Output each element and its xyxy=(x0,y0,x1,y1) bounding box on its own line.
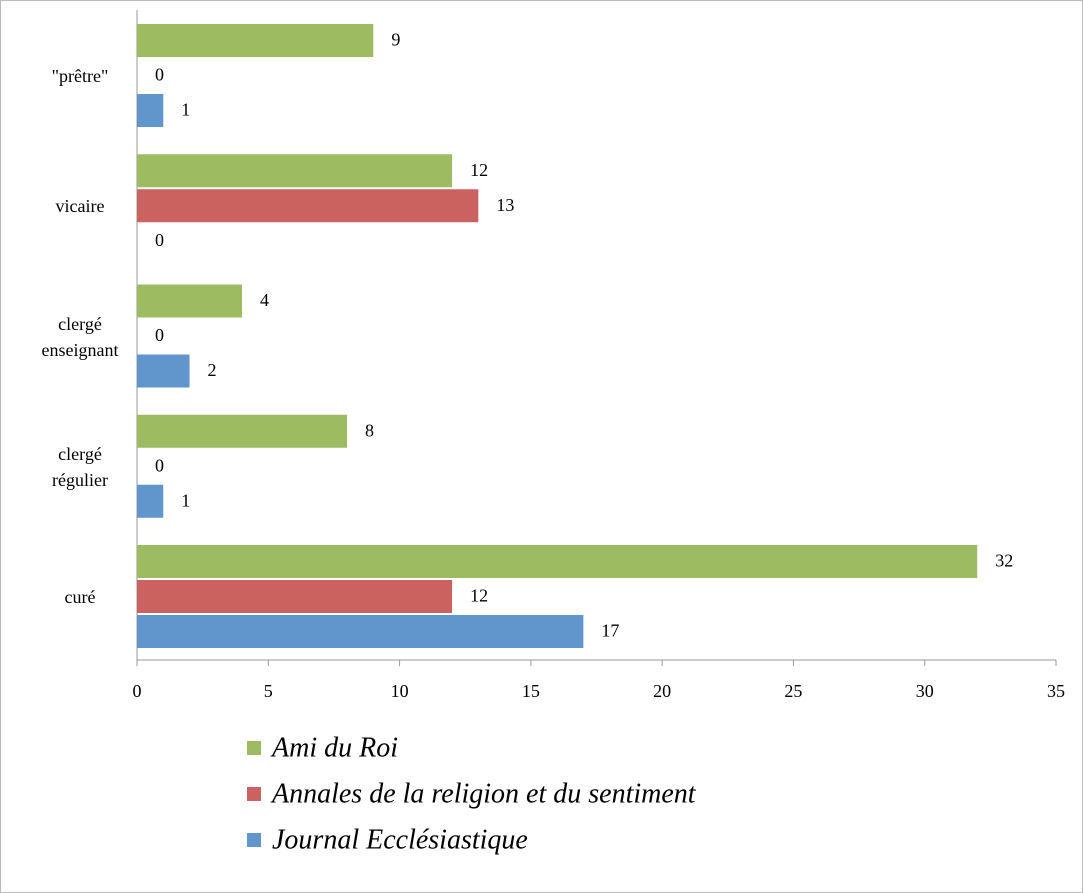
y-tick-label: "prêtre" xyxy=(51,66,109,86)
data-label: 12 xyxy=(470,160,488,180)
y-tick-label: vicaire xyxy=(55,196,105,217)
bar xyxy=(137,154,453,188)
data-label: 1 xyxy=(181,100,190,120)
data-label: 17 xyxy=(601,621,619,641)
data-label: 4 xyxy=(260,290,269,310)
x-tick-label: 5 xyxy=(264,681,273,701)
legend-label: Annales de la religion et du sentiment xyxy=(270,778,697,809)
legend-label: Journal Ecclésiastique xyxy=(272,824,528,855)
y-tick-label: curé xyxy=(64,587,96,607)
x-tick-label: 35 xyxy=(1047,681,1065,701)
bar xyxy=(137,414,348,448)
data-label: 1 xyxy=(181,490,190,510)
legend-swatch xyxy=(247,741,261,755)
data-label: 9 xyxy=(391,30,400,50)
data-label: 0 xyxy=(155,230,164,250)
bar xyxy=(137,94,164,127)
y-tick-label: clergé régulier xyxy=(52,443,108,490)
data-label: 2 xyxy=(208,360,217,380)
x-tick-label: 15 xyxy=(522,681,540,701)
bar xyxy=(137,580,453,613)
data-label: 32 xyxy=(995,551,1013,571)
bar xyxy=(137,24,374,57)
data-label: 12 xyxy=(470,586,488,606)
bar xyxy=(137,354,190,388)
bar xyxy=(137,284,243,318)
x-tick-label: 10 xyxy=(391,681,409,701)
x-tick-label: 20 xyxy=(653,681,671,701)
y-tick-label: clergé enseignant xyxy=(41,313,119,360)
data-label: 13 xyxy=(496,195,514,215)
data-label: 8 xyxy=(365,420,374,440)
bar xyxy=(137,484,164,518)
bar xyxy=(137,545,978,578)
x-tick-label: 0 xyxy=(133,681,142,701)
bar xyxy=(137,615,584,648)
x-tick-label: 30 xyxy=(916,681,934,701)
data-label: 0 xyxy=(155,455,164,475)
data-label: 0 xyxy=(155,65,164,85)
legend-swatch xyxy=(247,787,261,801)
x-tick-label: 25 xyxy=(784,681,802,701)
data-label: 0 xyxy=(155,325,164,345)
legend-label: Ami du Roi xyxy=(270,732,398,763)
bar xyxy=(137,189,479,223)
legend-swatch xyxy=(247,833,261,847)
